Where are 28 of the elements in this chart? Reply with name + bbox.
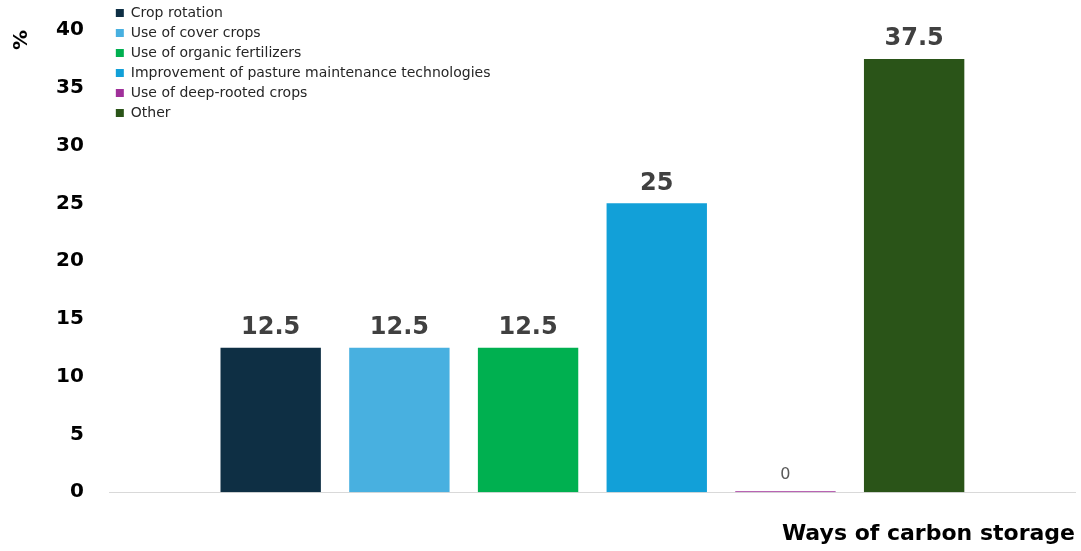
y-tick-label: 10 <box>55 362 84 387</box>
y-tick-label: 35 <box>55 73 84 98</box>
legend-label: Use of organic fertilizers <box>130 43 302 60</box>
y-tick-label: 20 <box>55 247 84 272</box>
y-tick-label: 30 <box>55 131 84 156</box>
legend-label: Use of deep-rooted crops <box>130 83 308 100</box>
y-tick-label: 25 <box>55 189 84 214</box>
bar <box>477 347 579 493</box>
data-label: 12.5 <box>498 312 558 340</box>
data-label: 0 <box>780 464 791 484</box>
legend-label: Other <box>130 103 171 120</box>
y-tick-label: 15 <box>55 305 84 330</box>
legend-label: Crop rotation <box>130 3 223 20</box>
bar <box>863 58 965 493</box>
data-label: 37.5 <box>884 23 944 52</box>
y-axis-title: % <box>8 30 33 51</box>
data-label: 12.5 <box>241 312 301 340</box>
x-axis-title: Ways of carbon storage <box>781 519 1075 545</box>
data-label: 25 <box>640 167 674 196</box>
bar <box>349 347 450 493</box>
y-tick-label: 5 <box>69 420 84 445</box>
legend-label: Use of cover crops <box>130 23 261 40</box>
legend-label: Improvement of pasture maintenance technologies <box>130 63 491 80</box>
data-label: 12.5 <box>369 312 429 340</box>
bar <box>220 347 321 493</box>
y-tick-label: 0 <box>69 478 84 503</box>
bar <box>606 203 707 493</box>
y-tick-label: 40 <box>55 16 84 41</box>
